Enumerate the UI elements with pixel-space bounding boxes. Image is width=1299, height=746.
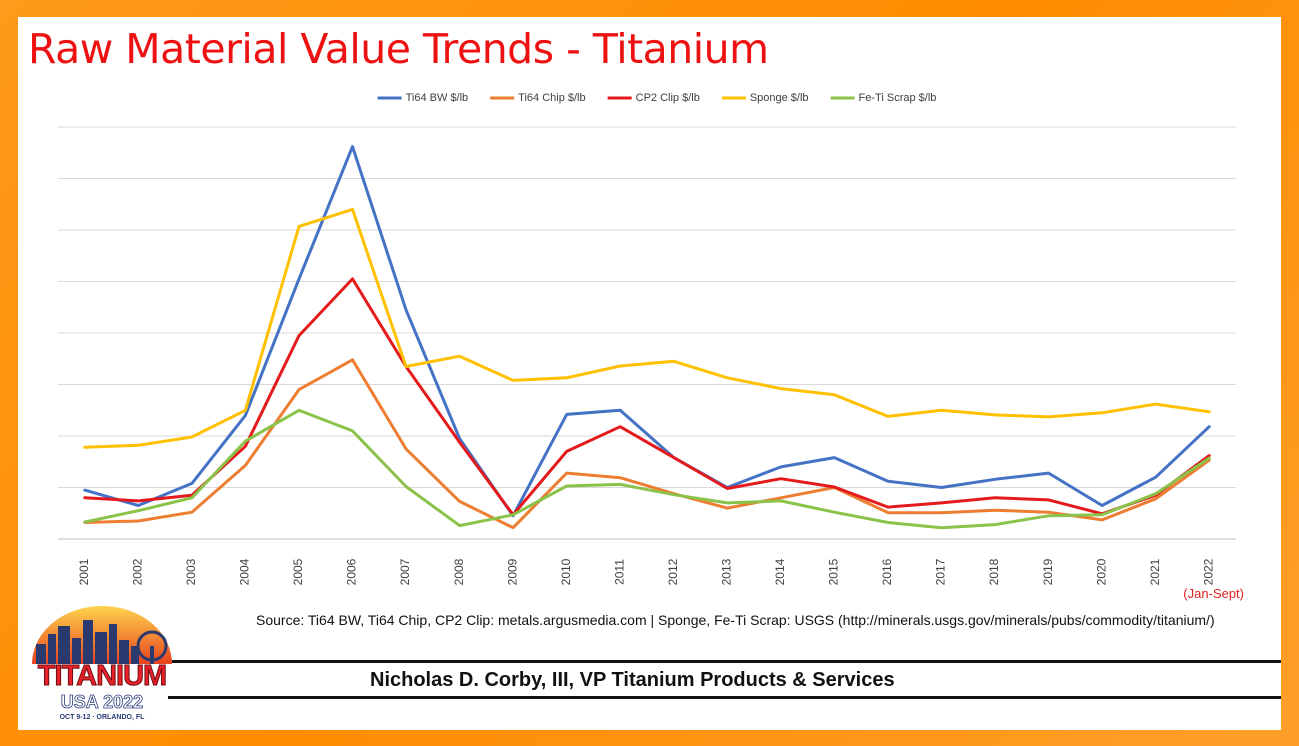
legend-label: Ti64 BW $/lb xyxy=(406,92,469,104)
x-tick-label: 2020 xyxy=(1094,558,1108,585)
presenter-name: Nicholas D. Corby, III, VP Titanium Prod… xyxy=(370,669,895,691)
x-tick-label: 2017 xyxy=(934,558,948,585)
logo-wordmark: TITANIUM xyxy=(37,660,167,693)
series-line xyxy=(83,207,1211,449)
divider-top xyxy=(168,660,1281,663)
series-line xyxy=(83,145,1211,518)
legend-label: Sponge $/lb xyxy=(750,92,809,104)
legend-label: CP2 Clip $/lb xyxy=(636,92,700,104)
legend-label: Ti64 Chip $/lb xyxy=(518,92,585,104)
slide: Raw Material Value Trends - Titanium 200… xyxy=(18,17,1281,730)
x-tick-label: 2021 xyxy=(1148,558,1162,585)
titanium-usa-logo: TITANIUM USA 2022 OCT 9-12 · ORLANDO, FL xyxy=(26,602,178,727)
series-line xyxy=(83,277,1211,517)
x-tick-label: 2013 xyxy=(719,558,733,585)
x-tick-label: 2009 xyxy=(505,558,519,585)
x-tick-label: 2011 xyxy=(612,559,626,585)
x-tick-label: 2008 xyxy=(452,558,466,585)
series-line xyxy=(83,358,1211,530)
legend-label: Fe-Ti Scrap $/lb xyxy=(859,92,937,104)
x-tick-label: 2018 xyxy=(987,558,1001,585)
x-tick-label: 2010 xyxy=(559,558,573,585)
divider-bottom xyxy=(168,696,1281,699)
x-tick-label: 2004 xyxy=(238,558,252,585)
x-tick-label: 2022 xyxy=(1201,558,1215,585)
x-tick-label: 2012 xyxy=(666,558,680,585)
source-citation: Source: Ti64 BW, Ti64 Chip, CP2 Clip: me… xyxy=(256,612,1215,628)
series-line xyxy=(83,408,1211,530)
x-tick-label: 2015 xyxy=(827,558,841,585)
x-tick-label: 2002 xyxy=(130,558,144,585)
partial-year-note: (Jan-Sept) xyxy=(1183,586,1244,601)
line-chart: 2001 2002 2003 2004 2005 2006 2007 2008 2009 2010… xyxy=(58,92,1236,585)
x-tick-label: 2005 xyxy=(291,558,305,585)
skyline-icon xyxy=(32,606,172,664)
x-tick-label: 2016 xyxy=(880,558,894,585)
x-tick-label: 2006 xyxy=(345,558,359,585)
x-tick-label: 2003 xyxy=(184,558,198,585)
x-tick-label: 2014 xyxy=(773,558,787,585)
logo-date: OCT 9-12 · ORLANDO, FL xyxy=(59,714,145,721)
x-tick-label: 2019 xyxy=(1041,558,1055,585)
x-tick-label: 2001 xyxy=(77,558,91,585)
x-tick-label: 2007 xyxy=(398,558,412,585)
slide-title: Raw Material Value Trends - Titanium xyxy=(28,25,769,73)
logo-subtitle: USA 2022 xyxy=(60,692,144,713)
